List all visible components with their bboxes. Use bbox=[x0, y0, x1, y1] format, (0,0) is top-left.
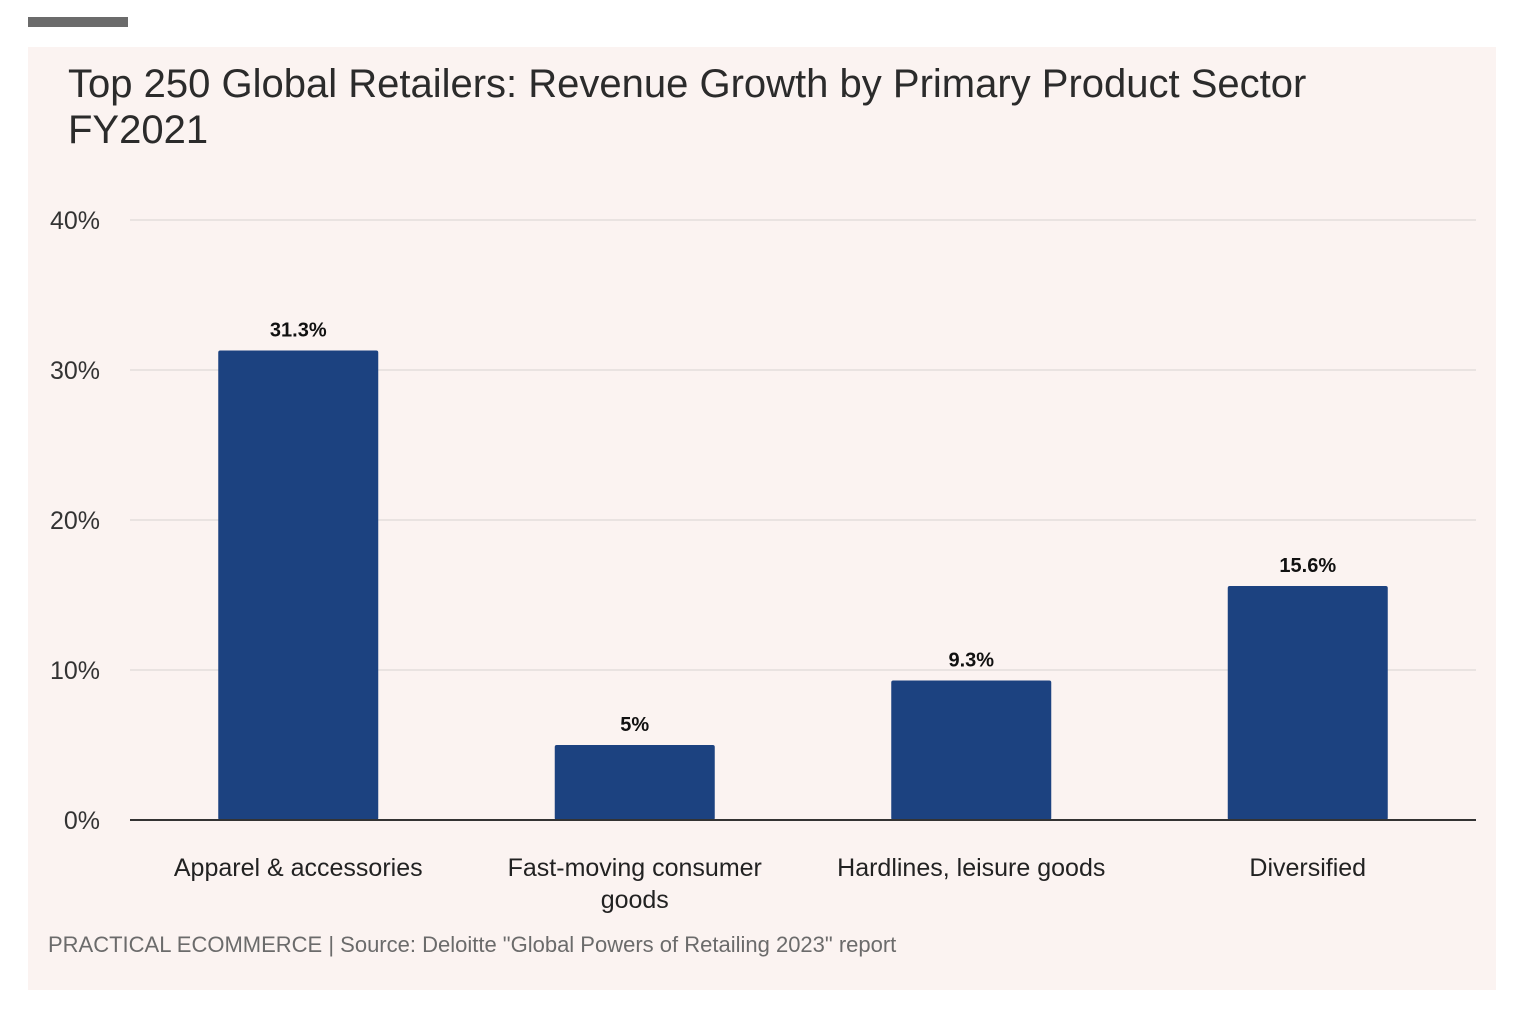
top-accent-bar bbox=[28, 17, 128, 27]
data-label: 31.3% bbox=[270, 320, 327, 342]
y-tick-label: 20% bbox=[50, 507, 100, 535]
x-tick-label: Apparel & accessories bbox=[174, 854, 423, 882]
x-tick-label-line: Diversified bbox=[1249, 854, 1366, 882]
x-tick-label-line: Hardlines, leisure goods bbox=[837, 854, 1105, 882]
data-label: 9.3% bbox=[948, 650, 994, 672]
data-label: 5% bbox=[620, 714, 649, 736]
chart-card: Top 250 Global Retailers: Revenue Growth… bbox=[28, 47, 1496, 990]
bar bbox=[891, 680, 1052, 820]
data-label: 15.6% bbox=[1279, 555, 1336, 577]
y-tick-label: 30% bbox=[50, 357, 100, 385]
x-tick-label: Fast-moving consumer goods bbox=[508, 854, 762, 914]
x-tick-label-line: Apparel & accessories bbox=[174, 854, 423, 882]
y-tick-label: 10% bbox=[50, 657, 100, 685]
bar-chart: 0% 10% 20% 30% 40% 31.3% Apparel & accessories… bbox=[50, 207, 1476, 914]
y-tick-label: 0% bbox=[64, 807, 100, 835]
bar bbox=[554, 745, 715, 820]
x-tick-label: Hardlines, leisure goods bbox=[837, 854, 1105, 882]
bar bbox=[1227, 586, 1388, 820]
x-tick-label-line: Fast-moving consumer bbox=[508, 854, 762, 882]
y-tick-label: 40% bbox=[50, 207, 100, 235]
bar bbox=[218, 350, 379, 820]
source-footer: PRACTICAL ECOMMERCE | Source: Deloitte "… bbox=[48, 932, 897, 957]
x-tick-label: Diversified bbox=[1249, 854, 1366, 882]
x-tick-label-line: goods bbox=[601, 886, 669, 914]
chart-title: Top 250 Global Retailers: Revenue Growth… bbox=[68, 62, 1307, 152]
